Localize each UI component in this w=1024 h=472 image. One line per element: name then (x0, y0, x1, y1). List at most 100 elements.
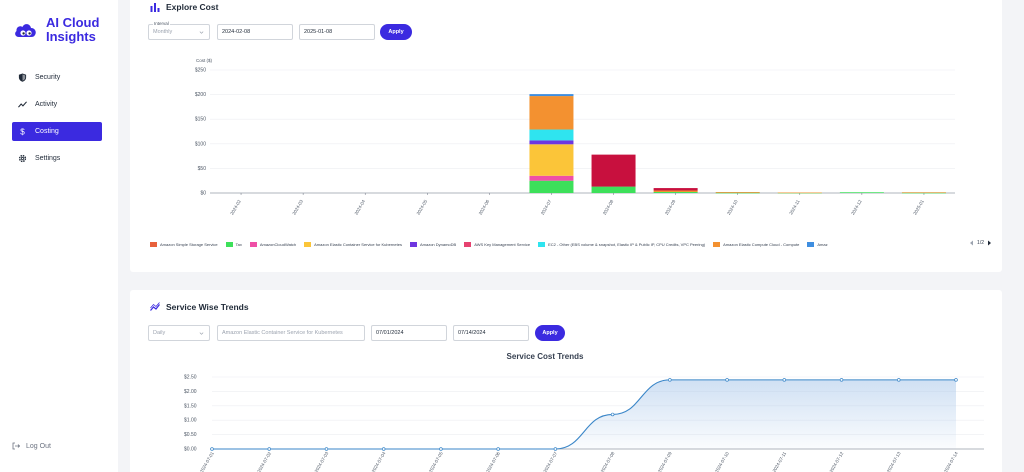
x-tick-label: 2024-11 (788, 199, 801, 216)
end-date-input[interactable]: 2025-01-08 (299, 24, 375, 40)
gear-icon (18, 154, 27, 163)
service-select[interactable]: Amazon Elastic Container Service for Kub… (217, 325, 365, 341)
x-tick-label: 2024-02 (229, 199, 242, 216)
bar-segment (839, 192, 884, 193)
logout-icon (12, 442, 20, 450)
x-tick-label: 2024-07-04 (371, 451, 387, 472)
legend-item[interactable]: Amazon Elastic Compute Cloud - Compute (713, 242, 799, 247)
y-tick-label: $150 (195, 117, 206, 123)
bar-segment (529, 129, 574, 141)
data-point (954, 378, 958, 382)
legend-item[interactable]: AmazonCloudWatch (249, 242, 296, 247)
data-point (210, 447, 214, 451)
chart-title: Service Cost Trends (507, 352, 584, 361)
explore-cost-header: Explore Cost (150, 2, 218, 12)
bar-segment (715, 192, 760, 194)
bar-segment (529, 180, 574, 193)
apply-button[interactable]: Apply (380, 24, 412, 40)
trend-icon (150, 302, 160, 311)
y-tick-label: $100 (195, 141, 206, 147)
x-tick-label: 2024-07-09 (657, 451, 673, 472)
bar-segment (591, 186, 636, 193)
chevron-down-icon (199, 31, 204, 34)
bar-segment (777, 192, 822, 194)
y-axis-label: Cost ($) (196, 58, 213, 63)
y-tick-label: $1.50 (184, 403, 197, 409)
data-point (267, 447, 271, 451)
bar-segment (653, 188, 698, 191)
legend-label: Amazon DynamoDB (419, 242, 457, 247)
legend-item[interactable]: Amaz (807, 242, 828, 247)
x-tick-label: 2024-07-03 (313, 451, 329, 472)
x-tick-label: 2024-07-02 (256, 451, 272, 472)
sidebar-item-label: Security (35, 74, 61, 81)
sidebar: AI Cloud Insights Security Activity $ Co… (0, 0, 118, 472)
data-point (439, 447, 443, 451)
granularity-select[interactable]: Daily (148, 325, 210, 341)
bar-segment (901, 192, 946, 194)
legend-item[interactable]: Amazon Elastic Container Service for Kub… (304, 242, 402, 247)
legend-label: AWS Key Management Service (474, 242, 531, 247)
legend-swatch (464, 242, 472, 247)
service-trends-header: Service Wise Trends (150, 302, 249, 312)
bar-segment (653, 192, 698, 193)
x-tick-label: 2024-10 (726, 199, 739, 216)
x-tick-label: 2024-07-05 (428, 451, 444, 472)
sidebar-item-security[interactable]: Security (12, 68, 102, 87)
legend-swatch (249, 242, 257, 247)
data-point (839, 378, 844, 382)
x-tick-label: 2024-07-13 (886, 451, 902, 472)
data-point (553, 447, 558, 451)
x-tick-label: 2024-07-01 (199, 451, 215, 472)
legend-item[interactable]: AWS Key Management Service (464, 242, 530, 247)
bar-segment (529, 175, 574, 181)
data-point (324, 447, 329, 451)
y-tick-label: $1.00 (184, 418, 197, 424)
legend-item[interactable]: Amazon Simple Storage Service (150, 242, 218, 247)
bar-segment (529, 144, 574, 176)
chevron-down-icon (199, 332, 204, 335)
sidebar-item-label: Activity (35, 101, 58, 108)
legend-item[interactable]: Amazon DynamoDB (409, 242, 457, 247)
data-point (668, 378, 672, 382)
cloud-eyes-icon (15, 24, 36, 37)
x-tick-label: 2024-06 (478, 199, 491, 216)
legend-swatch (225, 242, 233, 247)
y-tick-label: $2.50 (184, 375, 197, 381)
x-tick-label: 2025-01 (912, 199, 925, 216)
chart-legend: Amazon Simple Storage Service Tax AmazonCl… (150, 242, 1000, 247)
legend-item[interactable]: Tax (225, 242, 242, 247)
trend-start-date-input[interactable]: 07/01/2024 (371, 325, 447, 341)
x-tick-label: 2024-08 (602, 199, 615, 216)
page-title: Explore Cost (166, 2, 219, 12)
service-cost-line-chart: Service Cost Trends $0.00 $0.50 $1.00 $1.50 $… (184, 352, 984, 472)
start-date-input[interactable]: 2024-02-08 (217, 24, 293, 40)
trend-end-date-input[interactable]: 07/14/2024 (453, 325, 529, 341)
sidebar-item-costing[interactable]: $ Costing (12, 122, 102, 141)
data-point (782, 378, 787, 382)
shield-icon (18, 73, 27, 82)
legend-swatch (304, 242, 312, 247)
chevron-left-icon[interactable] (969, 240, 974, 246)
interval-select[interactable]: Monthly (148, 24, 210, 40)
sidebar-item-settings[interactable]: Settings (12, 149, 102, 168)
legend-swatch (807, 242, 815, 247)
data-point (381, 447, 386, 451)
bar-segment (901, 192, 946, 193)
app-logo[interactable]: AI Cloud Insights (14, 16, 99, 44)
series-line (212, 379, 956, 450)
data-point (897, 378, 901, 382)
legend-item[interactable]: EC2 - Other (EBS volume & snapshot, Elas… (538, 242, 705, 247)
y-tick-label: $200 (195, 92, 206, 98)
y-tick-label: $0 (200, 191, 206, 197)
trend-apply-button[interactable]: Apply (535, 325, 565, 341)
logout-button[interactable]: Log Out (12, 442, 51, 450)
chevron-right-icon[interactable] (987, 240, 992, 246)
x-tick-label: 2024-09 (664, 199, 677, 216)
data-point (496, 447, 500, 451)
sidebar-nav: Security Activity $ Costing Settings (12, 68, 102, 176)
legend-pager: 1/2 (966, 240, 992, 246)
y-tick-label: $2.00 (184, 389, 197, 395)
sidebar-item-activity[interactable]: Activity (12, 95, 102, 114)
y-tick-label: $250 (195, 68, 206, 74)
